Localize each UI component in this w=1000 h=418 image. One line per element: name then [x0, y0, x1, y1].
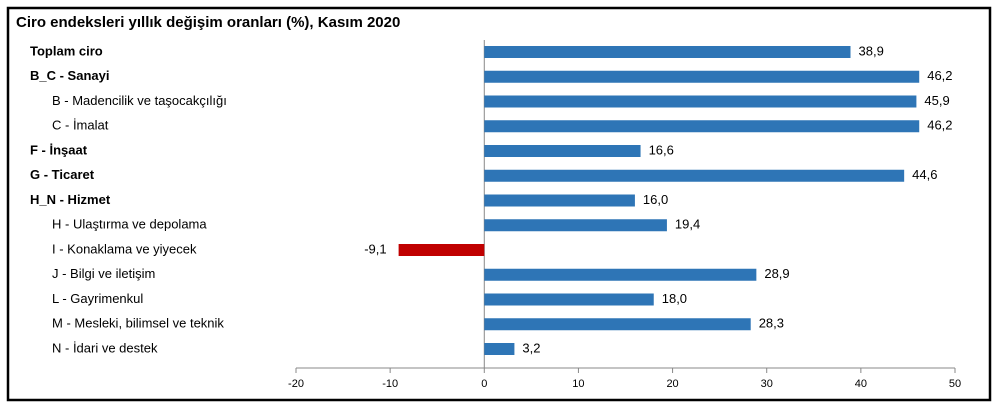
category-label: G - Ticaret — [30, 167, 95, 182]
value-label: 46,2 — [927, 68, 952, 83]
category-label: L - Gayrimenkul — [52, 291, 143, 306]
x-tick-label: 0 — [481, 378, 487, 390]
category-label: N - İdari ve destek — [52, 340, 158, 355]
bar — [484, 293, 654, 306]
value-label: 38,9 — [859, 43, 884, 58]
value-label: 3,2 — [522, 340, 540, 355]
bar — [484, 46, 851, 58]
category-label: M - Mesleki, bilimsel ve teknik — [52, 316, 224, 331]
value-label: 44,6 — [912, 167, 937, 182]
value-label: 28,9 — [764, 266, 789, 281]
value-label: 46,2 — [927, 118, 952, 133]
value-label: 16,0 — [643, 192, 668, 207]
value-label: 45,9 — [924, 93, 949, 108]
category-label: F - İnşaat — [30, 142, 88, 157]
value-label: 16,6 — [649, 142, 674, 157]
bar — [484, 318, 751, 331]
value-label: 18,0 — [662, 291, 687, 306]
category-label: H_N - Hizmet — [30, 192, 111, 207]
bar — [484, 145, 641, 157]
category-label: I - Konaklama ve yiyecek — [52, 241, 197, 256]
chart-title: Ciro endeksleri yıllık değişim oranları … — [16, 14, 400, 31]
value-label: 19,4 — [675, 217, 700, 232]
x-tick-label: -20 — [288, 378, 304, 390]
category-label: C - İmalat — [52, 118, 109, 133]
category-label: B_C - Sanayi — [30, 68, 109, 83]
bar — [484, 194, 635, 207]
category-label: B - Madencilik ve taşocakçılığı — [52, 93, 227, 108]
bar — [484, 169, 905, 182]
value-label: 28,3 — [759, 316, 784, 331]
category-label: H - Ulaştırma ve depolama — [52, 217, 207, 232]
bar — [398, 244, 485, 256]
bar — [484, 120, 920, 133]
bar — [484, 268, 757, 281]
frame — [6, 6, 992, 402]
x-tick-label: 10 — [572, 378, 584, 390]
bar — [484, 70, 920, 83]
bar — [484, 343, 515, 355]
bar — [484, 95, 917, 108]
x-tick-label: 30 — [761, 378, 773, 390]
x-tick-label: 40 — [855, 378, 867, 390]
x-tick-label: 50 — [949, 378, 961, 390]
value-label: -9,1 — [364, 241, 386, 256]
x-tick-label: 20 — [666, 378, 678, 390]
category-label: J - Bilgi ve iletişim — [52, 266, 155, 281]
bar — [484, 219, 667, 232]
x-tick-label: -10 — [382, 378, 398, 390]
category-label: Toplam ciro — [30, 43, 103, 58]
